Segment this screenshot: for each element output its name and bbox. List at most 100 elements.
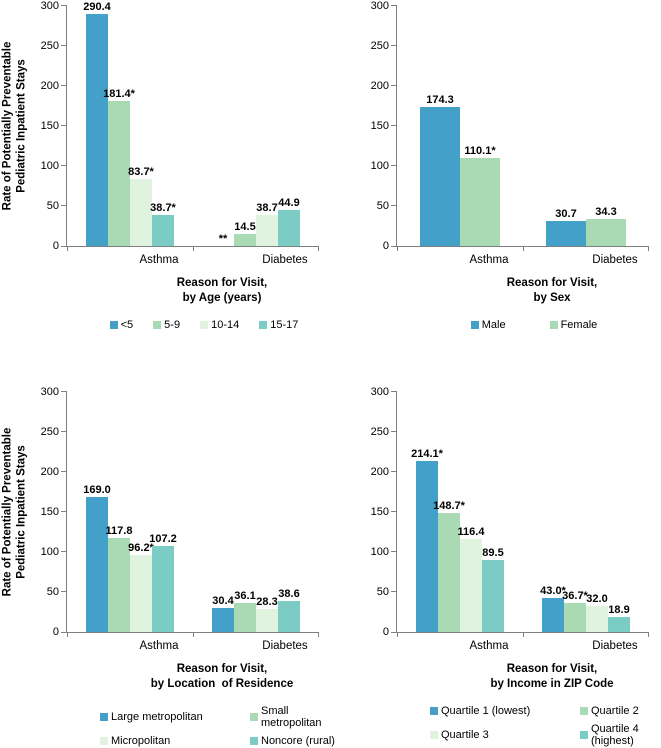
bar-Small metropolitan-Asthma: 117.8 — [108, 538, 130, 632]
category-group-asthma: 214.1*148.7* 116.4 89.5 — [397, 392, 523, 632]
y-axis-title: Rate of Potentially Preventable Pediatri… — [0, 6, 30, 246]
y-tick-mark — [61, 205, 67, 206]
chart-title: Reason for Visit, by Income in ZIP Code — [426, 662, 661, 692]
x-axis-category-labels: AsthmaDiabetes — [426, 640, 661, 652]
bar-Quartile 2-Diabetes: 36.7* — [564, 603, 586, 632]
y-tick-label: 0 — [383, 626, 389, 638]
y-tick-label: 250 — [371, 426, 389, 438]
bar-value-label: 169.0 — [83, 484, 111, 496]
bar-Micropolitan-Asthma: 96.2* — [130, 555, 152, 632]
y-tick-label: 50 — [47, 200, 59, 212]
y-tick-label: 150 — [41, 120, 59, 132]
bar-value-label: 38.6 — [278, 588, 299, 600]
bar-value-label: 14.5 — [234, 221, 255, 233]
plot-area: 169.0117.896.2*107.230.436.128.338.6 — [66, 392, 319, 633]
chart-title: Reason for Visit, by Location of Residen… — [96, 662, 348, 692]
bar-value-label: 181.4* — [103, 88, 135, 100]
y-tick-label: 300 — [371, 386, 389, 398]
chart-sex: 050100150200250300174.3110.1*30.734.3Ast… — [330, 0, 661, 374]
bar-value-label: 107.2 — [149, 533, 177, 545]
y-tick-label: 300 — [371, 0, 389, 12]
legend-item-Quartile 1 (lowest): Quartile 1 (lowest) — [430, 705, 580, 717]
legend-item-5-9: 5-9 — [153, 319, 180, 331]
legend: MaleFemale — [390, 319, 661, 331]
y-tick-mark — [61, 471, 67, 472]
y-tick-mark — [391, 165, 397, 166]
y-tick-mark — [391, 205, 397, 206]
chart-income: 050100150200250300 214.1*148.7* 116.4 89.5 4… — [330, 374, 661, 748]
y-tick-label: 200 — [41, 466, 59, 478]
x-axis-category-labels: AsthmaDiabetes — [96, 640, 348, 652]
y-axis-tick-labels: 050100150200250300 — [360, 392, 396, 632]
bar-Male-Asthma: 174.3 — [420, 107, 460, 246]
legend-item-10-14: 10-14 — [200, 319, 239, 331]
y-tick-mark — [391, 551, 397, 552]
y-tick-mark — [391, 511, 397, 512]
legend-swatch — [100, 713, 108, 721]
bar-value-label: 148.7* — [433, 500, 465, 512]
x-axis-category-labels: AsthmaDiabetes — [96, 254, 348, 266]
legend-swatch — [580, 731, 588, 739]
category-label: Diabetes — [552, 640, 661, 652]
legend-swatch — [471, 321, 479, 329]
bar-value-label: 36.7* — [562, 590, 588, 602]
bar-value-label: 110.1* — [464, 145, 495, 157]
legend-swatch — [430, 731, 438, 739]
y-tick-label: 300 — [41, 0, 59, 12]
bar-value-label: 117.8 — [106, 525, 133, 537]
bar-value-label: 28.3 — [256, 596, 277, 608]
legend-item-15-17: 15-17 — [259, 319, 298, 331]
bar-value-label: 30.4 — [212, 595, 233, 607]
legend-item-Male: Male — [471, 319, 506, 331]
y-tick-mark — [391, 391, 397, 392]
legend-item-Large metropolitan: Large metropolitan — [100, 705, 250, 729]
bar-Noncore (rural)-Diabetes: 38.6 — [278, 601, 300, 632]
category-label: Asthma — [426, 640, 552, 652]
x-tick-mark — [318, 633, 319, 637]
legend-label: Quartile 2 — [591, 705, 639, 717]
x-tick-mark — [648, 247, 649, 251]
bar-15-17-Asthma: 38.7* — [152, 215, 174, 246]
x-tick-mark — [397, 247, 398, 251]
bar-Quartile 1 (lowest)-Diabetes: 43.0* — [542, 598, 564, 632]
category-group-diabetes: **14.538.744.9 — [193, 6, 319, 246]
x-tick-mark — [648, 633, 649, 637]
bar-value-label: 290.4 — [83, 1, 111, 13]
legend-label: Quartile 4 (highest) — [591, 723, 661, 747]
bar-value-label: 174.3 — [426, 94, 454, 106]
bar-Female-Asthma: 110.1* — [460, 158, 500, 246]
bar-value-label: 116.4 — [458, 526, 485, 538]
bar-Quartile 4 (highest)-Asthma: 89.5 — [482, 560, 504, 632]
y-tick-mark — [61, 511, 67, 512]
figure-canvas: Rate of Potentially Preventable Pediatri… — [0, 0, 661, 748]
y-tick-mark — [391, 85, 397, 86]
bar-Micropolitan-Diabetes: 28.3 — [256, 609, 278, 632]
chart-body: 050100150200250300 214.1*148.7* 116.4 89.5 4… — [360, 392, 661, 747]
bar-Quartile 1 (lowest)-Asthma: 214.1* — [416, 461, 438, 632]
y-tick-label: 0 — [53, 240, 59, 252]
bar-value-label: 32.0 — [586, 593, 607, 605]
legend-item-Quartile 2: Quartile 2 — [580, 705, 661, 717]
bar-5-9-Asthma: 181.4* — [108, 101, 130, 246]
y-tick-label: 150 — [41, 506, 59, 518]
y-tick-label: 200 — [371, 80, 389, 92]
chart-body: 050100150200250300169.0117.896.2*107.230… — [30, 392, 348, 747]
category-group-diabetes: 30.7 34.3 — [523, 6, 649, 246]
y-tick-mark — [61, 391, 67, 392]
bar-value-label: 38.7* — [150, 202, 176, 214]
bar-value-label: 18.9 — [608, 604, 629, 616]
bar-value-label: 38.7 — [256, 202, 277, 214]
plot-row: 050100150200250300169.0117.896.2*107.230… — [30, 392, 348, 633]
legend-swatch — [580, 707, 588, 715]
category-group-diabetes: 43.0*36.7*32.018.9 — [523, 392, 649, 632]
y-tick-mark — [391, 591, 397, 592]
bar-Female-Diabetes: 34.3 — [586, 219, 626, 246]
legend-swatch — [259, 321, 267, 329]
y-tick-mark — [61, 5, 67, 6]
legend-label: Quartile 1 (lowest) — [441, 705, 530, 717]
bar-value-label: 30.7 — [555, 208, 576, 220]
x-tick-mark — [67, 247, 68, 251]
bar-10-14-Diabetes: 38.7 — [256, 215, 278, 246]
y-tick-label: 250 — [371, 40, 389, 52]
x-tick-mark — [523, 247, 524, 251]
